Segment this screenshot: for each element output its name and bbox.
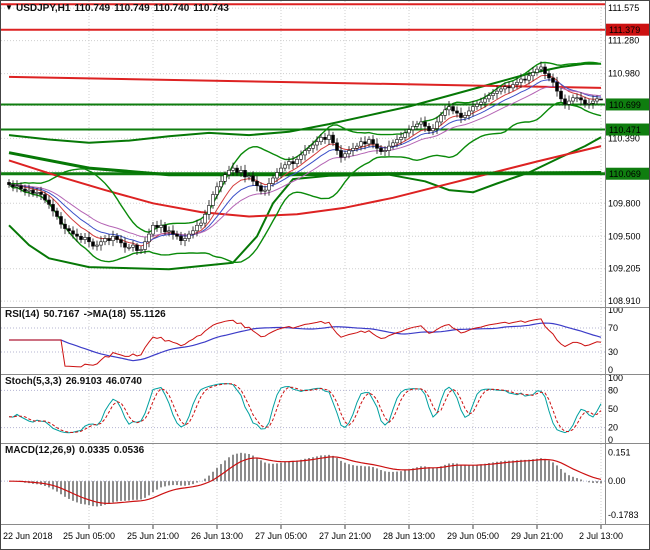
svg-text:29 Jun 21:00: 29 Jun 21:00: [511, 531, 563, 541]
svg-text:109.205: 109.205: [608, 264, 641, 274]
open-value: 110.749: [74, 3, 111, 14]
stochastic-header: Stoch(5,3,3) 26.9103 46.0740: [5, 376, 146, 387]
svg-text:111.280: 111.280: [608, 36, 639, 46]
rsi-ma-label: ->MA(18): [83, 309, 127, 320]
svg-text:80: 80: [608, 385, 618, 395]
svg-text:70: 70: [608, 323, 618, 333]
svg-text:0.00: 0.00: [608, 476, 626, 486]
panel-separator: [1, 524, 649, 525]
macd-header: MACD(12,26,9) 0.0335 0.0536: [5, 445, 148, 456]
svg-text:109.800: 109.800: [608, 198, 641, 208]
svg-text:27 Jun 05:00: 27 Jun 05:00: [255, 531, 307, 541]
svg-text:50: 50: [608, 404, 618, 414]
svg-text:-0.1783: -0.1783: [608, 510, 639, 520]
svg-text:111.575: 111.575: [608, 3, 639, 13]
macd-panel-canvas[interactable]: 0.151 0.00 -0.1783: [1, 444, 650, 524]
rsi-label: RSI(14): [5, 309, 40, 320]
symbol-label: USDJPY,H1: [16, 3, 71, 14]
svg-text:30: 30: [608, 347, 618, 357]
svg-text:111.379: 111.379: [609, 25, 640, 35]
svg-text:110.980: 110.980: [608, 69, 640, 79]
svg-text:29 Jun 05:00: 29 Jun 05:00: [447, 531, 499, 541]
svg-text:0: 0: [608, 365, 613, 374]
svg-text:110.699: 110.699: [609, 100, 641, 110]
svg-text:22 Jun 2018: 22 Jun 2018: [3, 531, 53, 541]
macd-value: 0.0335: [79, 445, 110, 456]
macd-label: MACD(12,26,9): [5, 445, 76, 456]
symbol-ohlc-header: USDJPY,H1 110.749 110.749 110.740 110.743: [16, 3, 233, 14]
stoch-value-d: 46.0740: [105, 376, 142, 387]
time-axis-canvas: 22 Jun 2018 25 Jun 05:00 25 Jun 21:00 26 Ju…: [3, 525, 623, 541]
price-axis-border: [605, 1, 606, 524]
svg-text:0: 0: [608, 435, 613, 443]
svg-text:28 Jun 13:00: 28 Jun 13:00: [383, 531, 435, 541]
rsi-header: RSI(14) 50.7167 ->MA(18) 55.1126: [5, 309, 170, 320]
stochastic-panel-canvas[interactable]: 100 80 50 20 0: [1, 375, 650, 443]
low-value: 110.740: [153, 3, 190, 14]
panel-separator: [1, 307, 649, 308]
svg-text:20: 20: [608, 423, 618, 433]
svg-text:110.471: 110.471: [609, 125, 641, 135]
svg-text:26 Jun 13:00: 26 Jun 13:00: [191, 531, 243, 541]
rsi-value: 50.7167: [43, 309, 80, 320]
svg-text:100: 100: [608, 375, 623, 383]
panel-separator: [1, 374, 649, 375]
rsi-ma-value: 55.1126: [130, 309, 166, 320]
price-panel-canvas[interactable]: 111.575111.280110.980110.690110.390110.0…: [1, 1, 650, 307]
svg-text:25 Jun 21:00: 25 Jun 21:00: [127, 531, 179, 541]
macd-signal-value: 0.0536: [113, 445, 145, 456]
svg-text:27 Jun 21:00: 27 Jun 21:00: [319, 531, 371, 541]
high-value: 110.749: [114, 3, 150, 14]
panel-separator: [1, 443, 649, 444]
stoch-label: Stoch(5,3,3): [5, 376, 62, 387]
svg-text:109.500: 109.500: [608, 231, 641, 241]
svg-text:2 Jul 13:00: 2 Jul 13:00: [579, 531, 623, 541]
stoch-value-k: 26.9103: [65, 376, 102, 387]
svg-text:110.069: 110.069: [609, 169, 641, 179]
svg-text:0.151: 0.151: [608, 448, 631, 458]
svg-text:100: 100: [608, 308, 623, 315]
svg-text:110.390: 110.390: [608, 133, 640, 143]
svg-text:108.910: 108.910: [608, 296, 641, 306]
close-value: 110.743: [193, 3, 229, 14]
rsi-panel-canvas[interactable]: 100 70 30 0: [1, 308, 650, 374]
svg-text:25 Jun 05:00: 25 Jun 05:00: [63, 531, 115, 541]
chart-symbol-marker-icon: ▼: [5, 3, 13, 12]
